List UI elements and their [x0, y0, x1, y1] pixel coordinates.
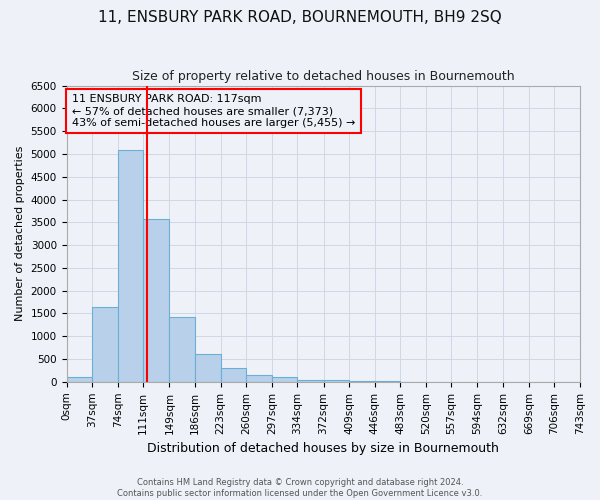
Bar — [298, 380, 323, 382]
Bar — [272, 378, 298, 382]
Bar — [323, 380, 349, 382]
Bar — [246, 375, 272, 382]
Text: 11 ENSBURY PARK ROAD: 117sqm
← 57% of detached houses are smaller (7,373)
43% of: 11 ENSBURY PARK ROAD: 117sqm ← 57% of de… — [71, 94, 355, 128]
Bar — [92, 306, 118, 382]
Bar — [221, 368, 246, 382]
X-axis label: Distribution of detached houses by size in Bournemouth: Distribution of detached houses by size … — [148, 442, 499, 455]
Bar — [349, 381, 375, 382]
Y-axis label: Number of detached properties: Number of detached properties — [15, 146, 25, 322]
Bar — [143, 218, 169, 382]
Bar — [118, 150, 143, 382]
Text: 11, ENSBURY PARK ROAD, BOURNEMOUTH, BH9 2SQ: 11, ENSBURY PARK ROAD, BOURNEMOUTH, BH9 … — [98, 10, 502, 25]
Text: Contains HM Land Registry data © Crown copyright and database right 2024.
Contai: Contains HM Land Registry data © Crown c… — [118, 478, 482, 498]
Title: Size of property relative to detached houses in Bournemouth: Size of property relative to detached ho… — [132, 70, 515, 83]
Bar — [67, 378, 92, 382]
Bar — [195, 354, 221, 382]
Bar — [169, 316, 195, 382]
